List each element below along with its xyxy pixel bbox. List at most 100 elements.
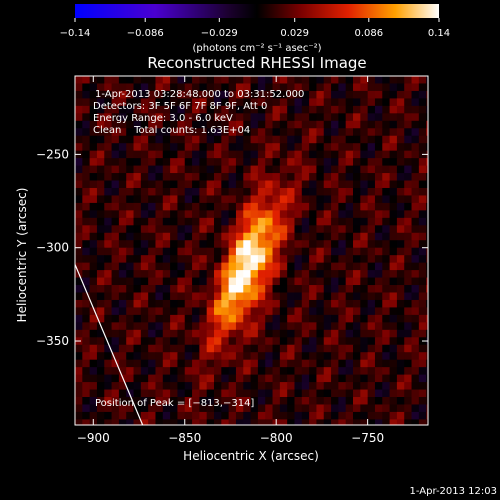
image-pixel: [411, 83, 420, 92]
image-pixel: [404, 337, 413, 346]
image-pixel: [177, 352, 186, 361]
image-pixel: [192, 128, 200, 137]
image-pixel: [250, 255, 259, 264]
image-pixel: [126, 165, 135, 174]
image-pixel: [155, 202, 164, 211]
image-pixel: [411, 307, 420, 316]
image-pixel: [184, 270, 193, 279]
image-pixel: [316, 165, 325, 174]
image-pixel: [396, 285, 405, 294]
image-pixel: [148, 367, 157, 376]
image-pixel: [404, 255, 413, 264]
image-pixel: [184, 344, 193, 353]
image-pixel: [404, 270, 413, 279]
image-pixel: [184, 374, 193, 383]
image-pixel: [96, 210, 105, 219]
image-pixel: [250, 120, 259, 129]
image-pixel: [192, 299, 200, 309]
image-pixel: [279, 217, 288, 226]
image-pixels: [75, 76, 428, 425]
image-pixel: [323, 210, 332, 219]
image-pixel: [411, 352, 420, 361]
image-pixel: [279, 90, 288, 99]
image-pixel: [228, 299, 237, 309]
image-pixel: [338, 210, 347, 219]
image-pixel: [96, 120, 105, 129]
image-pixel: [221, 195, 230, 204]
image-pixel: [199, 270, 208, 279]
image-pixel: [411, 105, 420, 114]
image-pixel: [374, 322, 383, 331]
image-pixel: [396, 314, 405, 323]
colorbar-tick-label: −0.086: [127, 28, 164, 39]
image-pixel: [389, 262, 398, 271]
image-pixel: [360, 98, 369, 107]
image-pixel: [257, 352, 266, 361]
image-pixel: [184, 113, 193, 122]
image-pixel: [111, 240, 120, 249]
image-pixel: [104, 187, 113, 197]
image-pixel: [287, 202, 296, 211]
image-pixel: [199, 180, 208, 189]
image-pixel: [206, 83, 215, 92]
image-pixel: [353, 173, 361, 182]
image-pixel: [214, 135, 222, 144]
image-pixel: [301, 374, 310, 383]
image-pixel: [301, 270, 310, 279]
image-pixel: [199, 90, 208, 99]
image-pixel: [404, 374, 413, 383]
image-pixel: [338, 337, 347, 346]
image-pixel: [206, 404, 215, 413]
image-pixel: [279, 389, 288, 398]
image-pixel: [257, 277, 266, 286]
image-pixel: [75, 120, 83, 129]
image-pixel: [104, 411, 113, 421]
image-pixel: [345, 382, 354, 391]
image-pixel: [279, 173, 288, 182]
image-pixel: [133, 202, 142, 211]
image-pixel: [228, 292, 237, 301]
image-pixel: [206, 419, 215, 425]
image-pixel: [221, 389, 230, 398]
image-pixel: [162, 299, 171, 309]
image-pixel: [199, 322, 208, 331]
image-pixel: [118, 337, 127, 346]
image-pixel: [118, 262, 127, 271]
image-pixel: [382, 277, 391, 286]
image-pixel: [89, 202, 98, 211]
image-pixel: [323, 143, 332, 152]
image-pixel: [184, 382, 193, 391]
image-pixel: [265, 187, 274, 197]
image-pixel: [345, 359, 354, 368]
image-pixel: [418, 135, 427, 144]
image-pixel: [323, 329, 332, 338]
image-pixel: [316, 419, 325, 425]
image-pixel: [133, 217, 142, 226]
image-pixel: [272, 113, 281, 122]
image-pixel: [199, 143, 208, 152]
image-pixel: [243, 120, 252, 129]
image-pixel: [148, 307, 157, 316]
image-pixel: [301, 299, 310, 309]
image-pixel: [250, 277, 259, 286]
image-pixel: [287, 277, 296, 286]
image-pixel: [228, 359, 237, 368]
image-pixel: [360, 382, 369, 391]
image-pixel: [301, 322, 310, 331]
image-pixel: [301, 128, 310, 137]
image-pixel: [82, 262, 91, 271]
image-pixel: [184, 419, 193, 425]
image-pixel: [89, 307, 98, 316]
image-pixel: [214, 98, 222, 107]
image-pixel: [265, 352, 274, 361]
image-pixel: [235, 314, 244, 323]
image-pixel: [104, 285, 113, 294]
image-pixel: [323, 247, 332, 256]
image-pixel: [118, 180, 127, 189]
image-pixel: [140, 329, 149, 338]
image-pixel: [170, 76, 179, 85]
image-pixel: [287, 329, 296, 338]
image-pixel: [111, 195, 120, 204]
image-pixel: [148, 90, 157, 99]
image-pixel: [155, 397, 164, 406]
